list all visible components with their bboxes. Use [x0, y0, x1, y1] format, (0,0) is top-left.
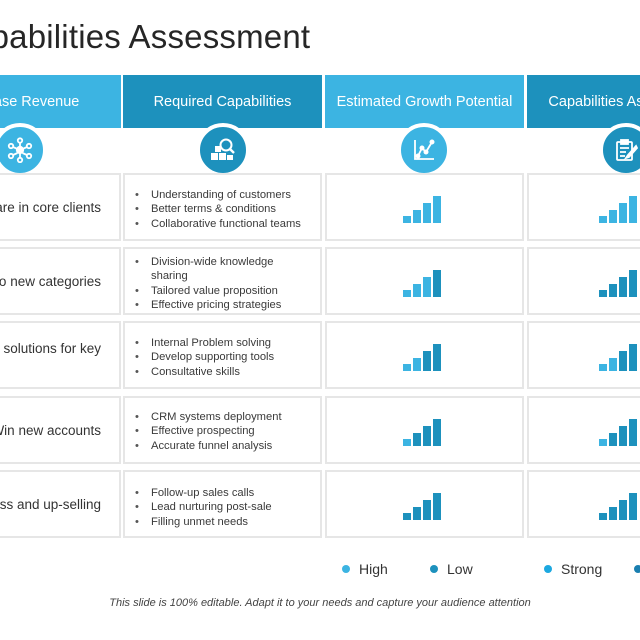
- signal-bar: [423, 203, 431, 223]
- footer-note: This slide is 100% editable. Adapt it to…: [109, 597, 531, 609]
- signal-bars-icon: [599, 493, 637, 520]
- legend-item-high: High: [342, 561, 388, 577]
- capabilities-cell: CRM systems deploymentEffective prospect…: [123, 396, 322, 464]
- line-chart-icon: [397, 123, 451, 177]
- signal-bar: [619, 203, 627, 223]
- legend-dot: [634, 565, 640, 573]
- signal-bars-icon: [599, 419, 637, 446]
- assessment-cell: [527, 247, 640, 315]
- signal-bars-icon: [403, 344, 441, 371]
- signal-bar: [403, 364, 411, 371]
- legend-item-strong: Strong: [544, 561, 602, 577]
- slide-title: Capabilities Assessment: [0, 18, 311, 55]
- capabilities-cell: Understanding of customersBetter terms &…: [123, 173, 322, 241]
- signal-bars-icon: [599, 270, 637, 297]
- signal-bar: [423, 351, 431, 371]
- signal-bar: [599, 216, 607, 223]
- signal-bar: [629, 419, 637, 446]
- signal-bar: [403, 513, 411, 520]
- signal-bar: [423, 277, 431, 297]
- legend-dot: [342, 565, 350, 573]
- signal-bar: [629, 196, 637, 223]
- signal-bar: [403, 216, 411, 223]
- signal-bar: [599, 364, 607, 371]
- legend-item-weak: Weak: [634, 561, 640, 577]
- legend-dot: [544, 565, 552, 573]
- network-icon: [0, 123, 47, 177]
- signal-bar: [599, 513, 607, 520]
- column-header-increase-revenue: Increase Revenue: [0, 75, 121, 128]
- clipboard-edit-icon: [599, 123, 640, 177]
- signal-bar: [413, 358, 421, 371]
- assessment-cell: [527, 470, 640, 538]
- signal-bar: [619, 351, 627, 371]
- legend-dot: [430, 565, 438, 573]
- signal-bar: [629, 270, 637, 297]
- signal-bar: [413, 507, 421, 520]
- boxes-search-icon: [196, 123, 250, 177]
- assessment-cell: [527, 173, 640, 241]
- assessment-cell: [527, 321, 640, 389]
- capabilities-cell: Follow-up sales callsLead nurturing post…: [123, 470, 322, 538]
- signal-bar: [609, 210, 617, 223]
- row-label-cell: Develop solutions for key: [0, 321, 121, 389]
- signal-bar: [423, 500, 431, 520]
- signal-bar: [619, 426, 627, 446]
- signal-bar: [423, 426, 431, 446]
- signal-bar: [629, 493, 637, 520]
- signal-bar: [433, 344, 441, 371]
- row-label-cell: Win new accounts: [0, 396, 121, 464]
- growth-cell: [325, 321, 524, 389]
- signal-bar: [609, 284, 617, 297]
- growth-cell: [325, 470, 524, 538]
- row-label-cell: Expand into new categories: [0, 247, 121, 315]
- column-header-required-capabilities: Required Capabilities: [123, 75, 322, 128]
- row-label-cell: Increase share in core clients: [0, 173, 121, 241]
- signal-bar: [413, 433, 421, 446]
- signal-bars-icon: [403, 196, 441, 223]
- growth-cell: [325, 173, 524, 241]
- signal-bars-icon: [403, 493, 441, 520]
- signal-bar: [433, 196, 441, 223]
- signal-bar: [403, 439, 411, 446]
- signal-bar: [433, 419, 441, 446]
- signal-bar: [433, 493, 441, 520]
- signal-bar: [609, 358, 617, 371]
- signal-bar: [413, 210, 421, 223]
- signal-bars-icon: [403, 270, 441, 297]
- signal-bar: [599, 439, 607, 446]
- legend-item-low: Low: [430, 561, 473, 577]
- signal-bars-icon: [599, 344, 637, 371]
- column-header-capabilities-assessment: Capabilities Assessment: [527, 75, 640, 128]
- signal-bars-icon: [403, 419, 441, 446]
- capabilities-cell: Division-wide knowledge sharingTailored …: [123, 247, 322, 315]
- signal-bar: [599, 290, 607, 297]
- signal-bar: [619, 277, 627, 297]
- signal-bar: [609, 507, 617, 520]
- capabilities-cell: Internal Problem solvingDevelop supporti…: [123, 321, 322, 389]
- signal-bar: [619, 500, 627, 520]
- growth-cell: [325, 247, 524, 315]
- signal-bar: [403, 290, 411, 297]
- signal-bar: [433, 270, 441, 297]
- assessment-cell: [527, 396, 640, 464]
- signal-bar: [629, 344, 637, 371]
- signal-bar: [413, 284, 421, 297]
- row-label-cell: Cross and up-selling: [0, 470, 121, 538]
- growth-cell: [325, 396, 524, 464]
- column-header-estimated-growth: Estimated Growth Potential: [325, 75, 524, 128]
- signal-bar: [609, 433, 617, 446]
- signal-bars-icon: [599, 196, 637, 223]
